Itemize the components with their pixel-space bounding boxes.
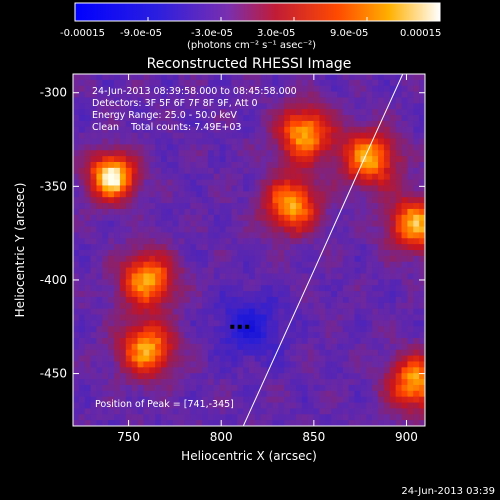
x-tick-label: 800 <box>210 430 233 444</box>
colorbar-unit: (photons cm⁻² s⁻¹ asec⁻²) <box>187 40 316 51</box>
y-tick-label: -400 <box>40 273 67 287</box>
colorbar <box>74 2 441 22</box>
colorbar-tick-label: 9.0e-05 <box>330 28 368 39</box>
colorbar-tick-label: 0.00015 <box>400 28 441 39</box>
heatmap-image <box>73 74 425 426</box>
info-line-time: 24-Jun-2013 08:39:58.000 to 08:45:58.000 <box>92 86 297 97</box>
colorbar-tick-label: -3.0e-05 <box>191 28 233 39</box>
y-tick-label: -350 <box>40 179 67 193</box>
minimum-marker <box>230 324 235 329</box>
solar-limb-line <box>242 74 404 426</box>
info-line-clean: Clean Total counts: 7.49E+03 <box>92 122 241 133</box>
info-line-energy: Energy Range: 25.0 - 50.0 keV <box>92 110 237 121</box>
minimum-marker <box>245 324 250 329</box>
plot-frame <box>72 73 426 427</box>
x-tick-label: 750 <box>117 430 140 444</box>
minimum-marker <box>237 324 242 329</box>
colorbar-tick-label: -0.00015 <box>60 28 105 39</box>
colorbar-tick-label: -9.0e-05 <box>120 28 162 39</box>
y-tick-label: -450 <box>40 367 67 381</box>
info-line-detectors: Detectors: 3F 5F 6F 7F 8F 9F, Att 0 <box>92 98 258 109</box>
peak-position-label: Position of Peak = [741,-345] <box>95 399 234 410</box>
y-tick-label: -300 <box>40 86 67 100</box>
colorbar-ticks <box>74 17 441 21</box>
x-tick-label: 900 <box>395 430 418 444</box>
x-tick-label: 850 <box>302 430 325 444</box>
colorbar-tick-label: 3.0e-05 <box>257 28 295 39</box>
x-axis-label: Heliocentric X (arcsec) <box>181 449 317 463</box>
y-axis-label: Heliocentric Y (arcsec) <box>13 183 27 318</box>
footer-timestamp: 24-Jun-2013 03:39 <box>401 486 495 497</box>
chart-title: Reconstructed RHESSI Image <box>147 56 352 72</box>
